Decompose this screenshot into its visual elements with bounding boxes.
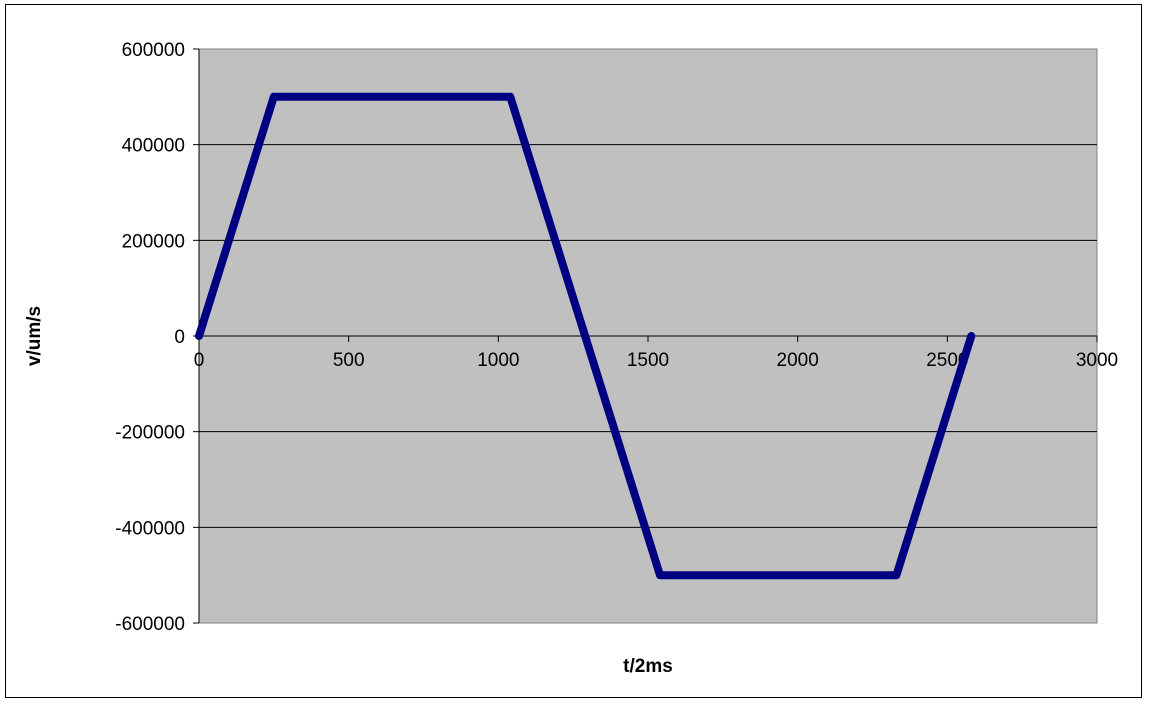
y-tick-label: -400000 (115, 518, 185, 539)
y-tick-label: -200000 (115, 423, 185, 444)
series-group (195, 92, 976, 580)
y-tick-label: 200000 (122, 231, 185, 252)
chart-frame: 600000 400000 200000 0 -200000 -400000 -600000… (5, 4, 1142, 698)
y-axis-label: v/um/s (24, 306, 45, 366)
y-tick-labels: 600000 400000 200000 0 -200000 -400000 -600000 (115, 40, 185, 635)
x-tick-label: 3000 (1076, 350, 1118, 371)
series-line (195, 92, 976, 580)
line-chart: 600000 400000 200000 0 -200000 -400000 -600000… (24, 40, 1118, 677)
x-tick-label: 1000 (477, 350, 519, 371)
y-tick-label: -600000 (115, 614, 185, 635)
x-tick-label: 0 (194, 350, 205, 371)
x-tick-labels: 0 500 1000 1500 2000 2500 3000 (194, 350, 1118, 371)
x-tick-label: 2000 (777, 350, 819, 371)
y-tick-label: 400000 (122, 136, 185, 157)
x-tick-label: 1500 (627, 350, 669, 371)
y-tick-label: 0 (174, 327, 185, 348)
x-tick-label: 500 (333, 350, 365, 371)
x-axis-label: t/2ms (623, 656, 673, 677)
y-tick-label: 600000 (122, 40, 185, 61)
